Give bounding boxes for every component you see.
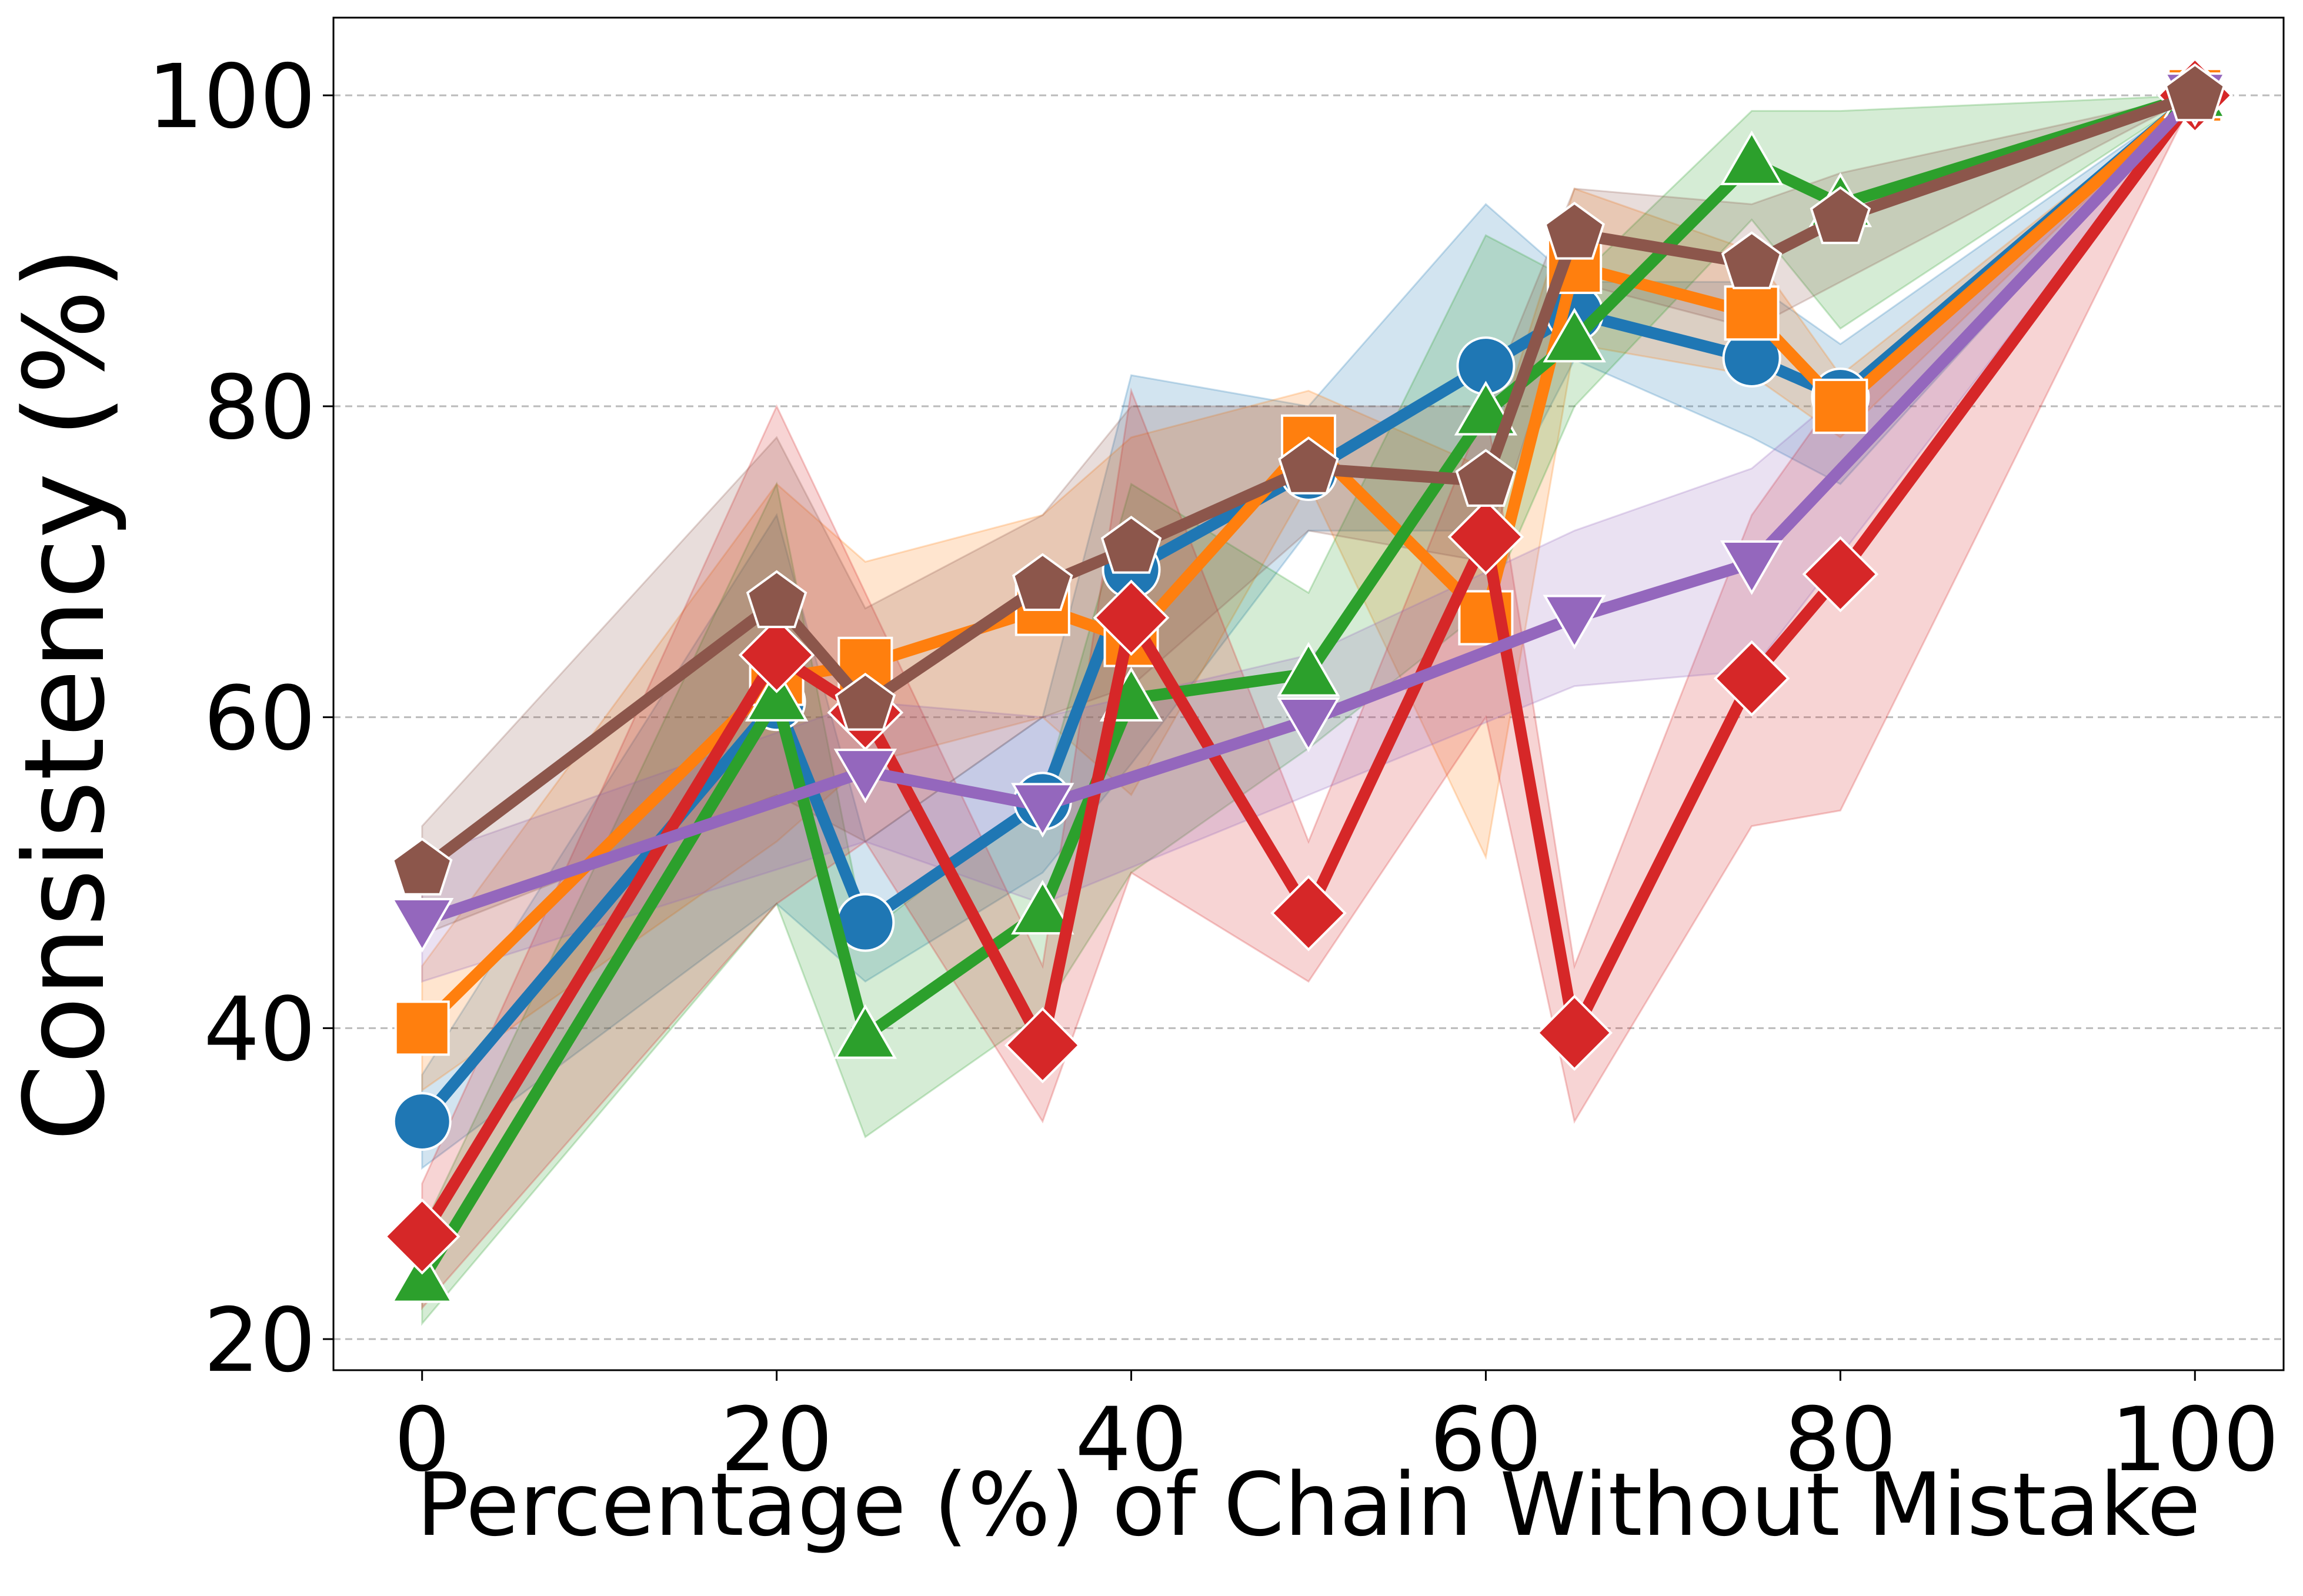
marker [1802,536,1879,613]
x-tick-label: 100 [2111,1389,2279,1491]
y-tick-label: 80 [203,357,316,459]
x-tick-label: 0 [394,1389,450,1491]
x-tick-label: 20 [720,1389,833,1491]
marker [1720,130,1784,185]
y-axis-label: Consistency (%) [1,246,129,1141]
axes: 20 40 60 80 100 0 20 40 60 80 100 [148,46,2279,1491]
marker [745,666,809,722]
marker [394,1000,450,1056]
marker [1713,640,1790,717]
marker [835,673,896,731]
series [391,63,2226,896]
x-axis-label: Percentage (%) of Chain Without Mistake [416,1454,2201,1555]
marker [1544,201,1605,260]
marker [746,570,807,629]
marker [1720,540,1784,595]
marker [738,617,815,693]
x-tick-label: 60 [1430,1389,1542,1491]
marker [1724,285,1780,341]
marker [1721,231,1783,289]
marker [1277,697,1340,752]
marker [1100,516,1162,574]
marker [383,1198,460,1275]
marker [1536,994,1613,1071]
marker [1813,378,1868,434]
plot-area [383,57,2234,1326]
marker [1454,380,1518,436]
marker [390,1248,454,1303]
marker [392,1092,452,1151]
marker [1012,553,1073,612]
marker [1011,783,1074,838]
marker [1270,874,1347,951]
marker [1011,880,1074,935]
marker [390,897,454,953]
marker [1543,595,1606,650]
marker [1004,1007,1081,1084]
marker [391,837,453,896]
marker [833,749,897,804]
marker [2164,63,2226,122]
y-tick-label: 60 [203,668,316,770]
marker [1455,449,1517,507]
marker [1277,642,1340,697]
y-tick-label: 40 [203,979,316,1081]
marker [1447,499,1524,575]
plot-frame [332,16,2285,1371]
marker [1543,308,1606,363]
marker [833,1004,897,1059]
x-tick-label: 40 [1075,1389,1187,1491]
marker [1093,579,1170,656]
marker [1810,186,1871,245]
x-tick-label: 80 [1784,1389,1897,1491]
y-tick-label: 100 [148,46,316,148]
y-tick-label: 20 [203,1290,316,1392]
marker [1278,436,1339,495]
